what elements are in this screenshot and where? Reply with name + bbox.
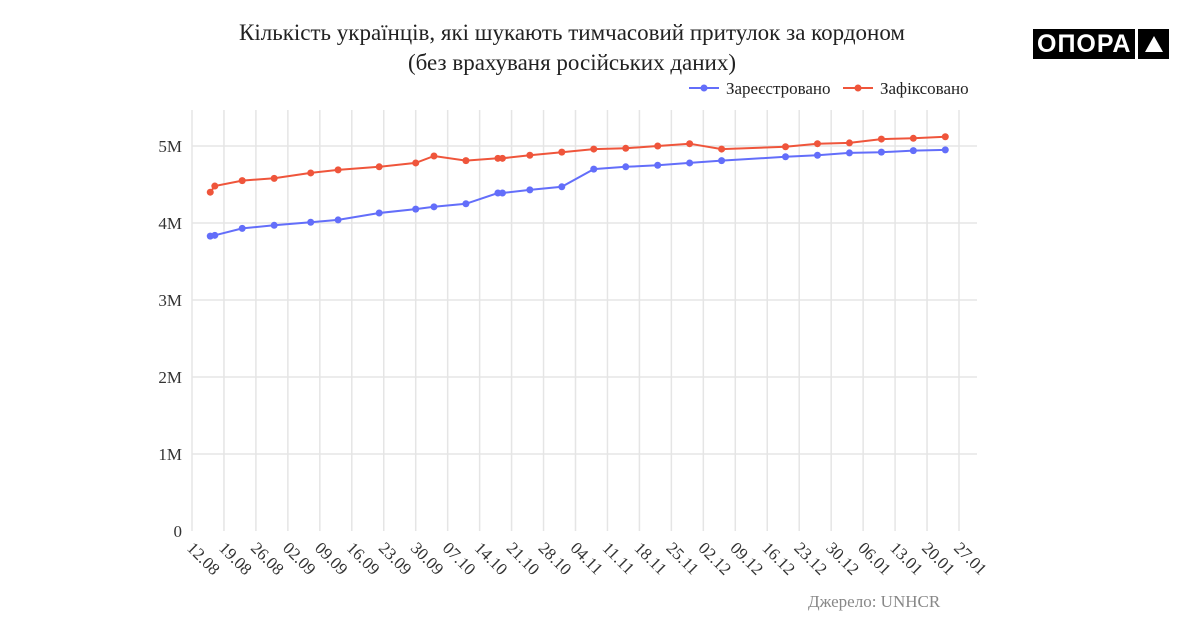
- x-tick-label: 25.11: [663, 538, 703, 578]
- data-point-registered: [718, 157, 726, 165]
- y-tick-label: 5M: [158, 137, 182, 156]
- data-point-recorded: [462, 157, 470, 165]
- title-line: Кількість українців, які шукають тимчасо…: [239, 20, 905, 45]
- x-tick-label: 09.09: [311, 538, 351, 578]
- x-tick-label: 30.09: [407, 538, 447, 578]
- data-point-recorded: [498, 154, 506, 162]
- x-tick-label: 11.11: [599, 538, 639, 578]
- data-point-recorded: [412, 159, 420, 167]
- x-tick-label: 09.12: [726, 538, 766, 578]
- data-point-recorded: [622, 144, 630, 152]
- x-tick-label: 18.11: [631, 538, 671, 578]
- x-tick-label: 07.10: [439, 538, 479, 578]
- legend-label-registered: Зареєстровано: [726, 79, 831, 98]
- data-point-recorded: [430, 152, 438, 160]
- data-point-registered: [211, 231, 219, 239]
- data-point-registered: [430, 203, 438, 211]
- data-point-registered: [307, 218, 315, 226]
- x-tick-label: 27.01: [950, 538, 990, 578]
- legend-marker-recorded: [854, 84, 862, 92]
- x-tick-label: 30.12: [822, 538, 862, 578]
- data-point-registered: [654, 161, 662, 169]
- y-tick-label: 1M: [158, 445, 182, 464]
- x-tick-label: 12.08: [183, 538, 223, 578]
- x-tick-label: 16.12: [758, 538, 798, 578]
- data-point-recorded: [782, 143, 790, 151]
- x-tick-label: 14.10: [471, 538, 511, 578]
- data-point-registered: [462, 200, 470, 208]
- chart-title: Кількість українців, які шукають тимчасо…: [172, 18, 972, 78]
- subtitle-line: (без врахуваня російських даних): [407, 50, 737, 75]
- x-tick-label: 16.09: [343, 538, 383, 578]
- data-point-recorded: [206, 188, 214, 196]
- data-point-recorded: [307, 169, 315, 177]
- x-tick-label: 06.01: [854, 538, 894, 578]
- data-point-registered: [909, 147, 917, 155]
- legend-marker-registered: [700, 84, 708, 92]
- data-point-registered: [412, 205, 420, 213]
- x-tick-label: 20.01: [918, 538, 958, 578]
- x-tick-label: 02.12: [695, 538, 735, 578]
- data-point-recorded: [941, 133, 949, 141]
- data-point-recorded: [813, 140, 821, 148]
- data-point-recorded: [558, 148, 566, 156]
- x-tick-label: 13.01: [886, 538, 926, 578]
- data-point-registered: [622, 163, 630, 171]
- data-point-registered: [498, 189, 506, 197]
- x-tick-label: 04.11: [567, 538, 607, 578]
- y-tick-label: 4M: [158, 214, 182, 233]
- data-point-recorded: [590, 145, 598, 153]
- data-point-recorded: [686, 140, 694, 148]
- data-point-recorded: [845, 139, 853, 147]
- data-point-registered: [845, 149, 853, 157]
- data-point-recorded: [877, 135, 885, 143]
- x-tick-label: 02.09: [279, 538, 319, 578]
- data-point-recorded: [654, 142, 662, 150]
- data-point-recorded: [334, 166, 342, 174]
- data-point-registered: [813, 151, 821, 159]
- data-point-registered: [590, 165, 598, 173]
- y-tick-label: 3M: [158, 291, 182, 310]
- data-point-registered: [334, 216, 342, 224]
- x-tick-label: 19.08: [215, 538, 255, 578]
- x-tick-label: 23.09: [375, 538, 415, 578]
- data-point-registered: [238, 224, 246, 232]
- data-point-recorded: [375, 163, 383, 171]
- data-point-recorded: [211, 182, 219, 190]
- data-point-registered: [877, 148, 885, 156]
- data-point-recorded: [238, 177, 246, 185]
- x-tick-label: 28.10: [535, 538, 575, 578]
- logo-text: ОПОРА: [1033, 29, 1136, 59]
- x-tick-label: 23.12: [790, 538, 830, 578]
- data-point-recorded: [718, 145, 726, 153]
- data-point-registered: [782, 153, 790, 161]
- legend-label-recorded: Зафіксовано: [880, 79, 969, 98]
- source-note: Джерело: UNHCR: [808, 592, 941, 611]
- x-tick-label: 21.10: [503, 538, 543, 578]
- data-point-registered: [941, 146, 949, 154]
- data-point-registered: [558, 183, 566, 191]
- data-point-registered: [526, 186, 534, 194]
- x-tick-label: 26.08: [247, 538, 287, 578]
- data-point-registered: [686, 159, 694, 167]
- triangle-icon: [1138, 29, 1170, 59]
- data-point-registered: [270, 221, 278, 229]
- y-tick-label: 0: [174, 522, 183, 541]
- opora-logo: ОПОРА: [1033, 29, 1170, 59]
- data-point-recorded: [526, 151, 534, 159]
- data-point-registered: [375, 209, 383, 217]
- y-tick-label: 2M: [158, 368, 182, 387]
- data-point-recorded: [909, 134, 917, 142]
- data-point-recorded: [270, 174, 278, 182]
